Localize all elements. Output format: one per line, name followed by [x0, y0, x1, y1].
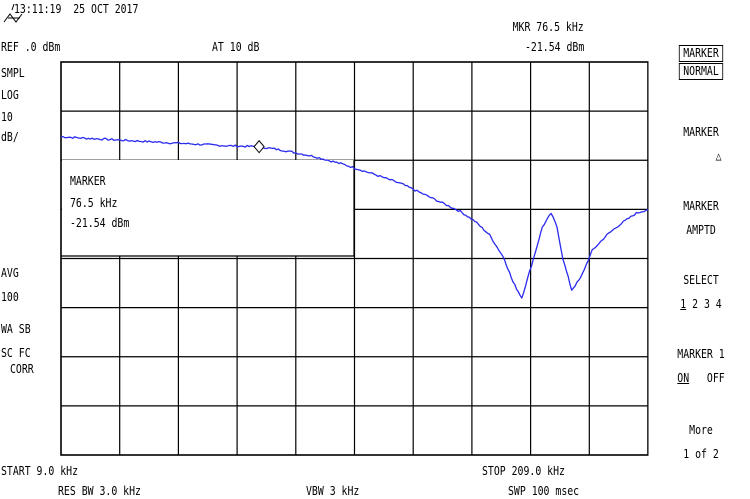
- softkey-marker-normal-line2: NORMAL: [679, 63, 723, 80]
- softkey-marker-amptd-line2: AMPTD: [686, 223, 716, 237]
- marker-off-option: OFF: [706, 371, 725, 385]
- wa-sb-indicator: WA SB: [1, 322, 31, 336]
- start-frequency: START 9.0 kHz: [1, 464, 79, 478]
- average-count: 100: [1, 290, 19, 304]
- softkey-marker-delta[interactable]: MARKER △: [652, 120, 750, 168]
- spectrum-trace: [61, 136, 649, 299]
- marker-readout-freq: MKR 76.5 kHz: [512, 20, 584, 34]
- logo-icon: [3, 3, 23, 23]
- sweep-time: SWP 100 msec: [508, 484, 580, 498]
- softkey-marker-on-off-line1: MARKER 1: [677, 347, 725, 361]
- graticule-grid: [61, 62, 648, 455]
- scale-type: LOG: [1, 88, 19, 102]
- softkey-more-line2: 1 of 2: [683, 447, 719, 461]
- marker-box-freq: 76.5 kHz: [70, 196, 118, 210]
- softkey-marker-amptd[interactable]: MARKER AMPTD: [652, 194, 750, 242]
- softkey-select-line1: SELECT: [683, 273, 719, 287]
- softkey-more[interactable]: More 1 of 2: [652, 418, 750, 466]
- marker-box-title: MARKER: [70, 174, 106, 188]
- marker-diamond-icon[interactable]: [253, 139, 265, 154]
- video-bandwidth: VBW 3 kHz: [306, 484, 360, 498]
- timestamp: 13:11:19 25 OCT 2017: [14, 2, 139, 16]
- marker-readout-amp: -21.54 dBm: [524, 40, 584, 54]
- softkey-marker-delta-line1: MARKER: [683, 125, 719, 139]
- softkey-marker-normal[interactable]: MARKER NORMAL: [652, 44, 750, 80]
- softkey-marker-on-off[interactable]: MARKER 1 ON OFF: [652, 342, 750, 390]
- marker-info-box-bg: [62, 160, 354, 256]
- softkey-marker-normal-line1: MARKER: [679, 45, 723, 62]
- detector-mode: SMPL: [1, 66, 25, 80]
- stop-frequency: STOP 209.0 kHz: [482, 464, 565, 478]
- softkey-select[interactable]: SELECT 1 2 3 4: [652, 268, 750, 316]
- sc-fc-indicator: SC FC: [1, 346, 31, 360]
- delta-icon: △: [715, 149, 722, 163]
- softkey-more-line1: More: [689, 423, 713, 437]
- attenuation: AT 10 dB: [212, 40, 260, 54]
- average-label: AVG: [1, 266, 19, 280]
- scale-unit: dB/: [1, 130, 19, 144]
- select-option-selected: 1: [680, 297, 687, 311]
- marker-box-amp: -21.54 dBm: [70, 216, 130, 230]
- marker-on-selected: ON: [677, 371, 690, 385]
- reference-level: REF .0 dBm: [1, 40, 61, 54]
- corr-indicator: CORR: [10, 362, 34, 376]
- resolution-bandwidth: RES BW 3.0 kHz: [58, 484, 141, 498]
- softkey-marker-amptd-line1: MARKER: [683, 199, 719, 213]
- select-options-rest: 2 3 4: [686, 297, 722, 311]
- scale-value: 10: [1, 110, 13, 124]
